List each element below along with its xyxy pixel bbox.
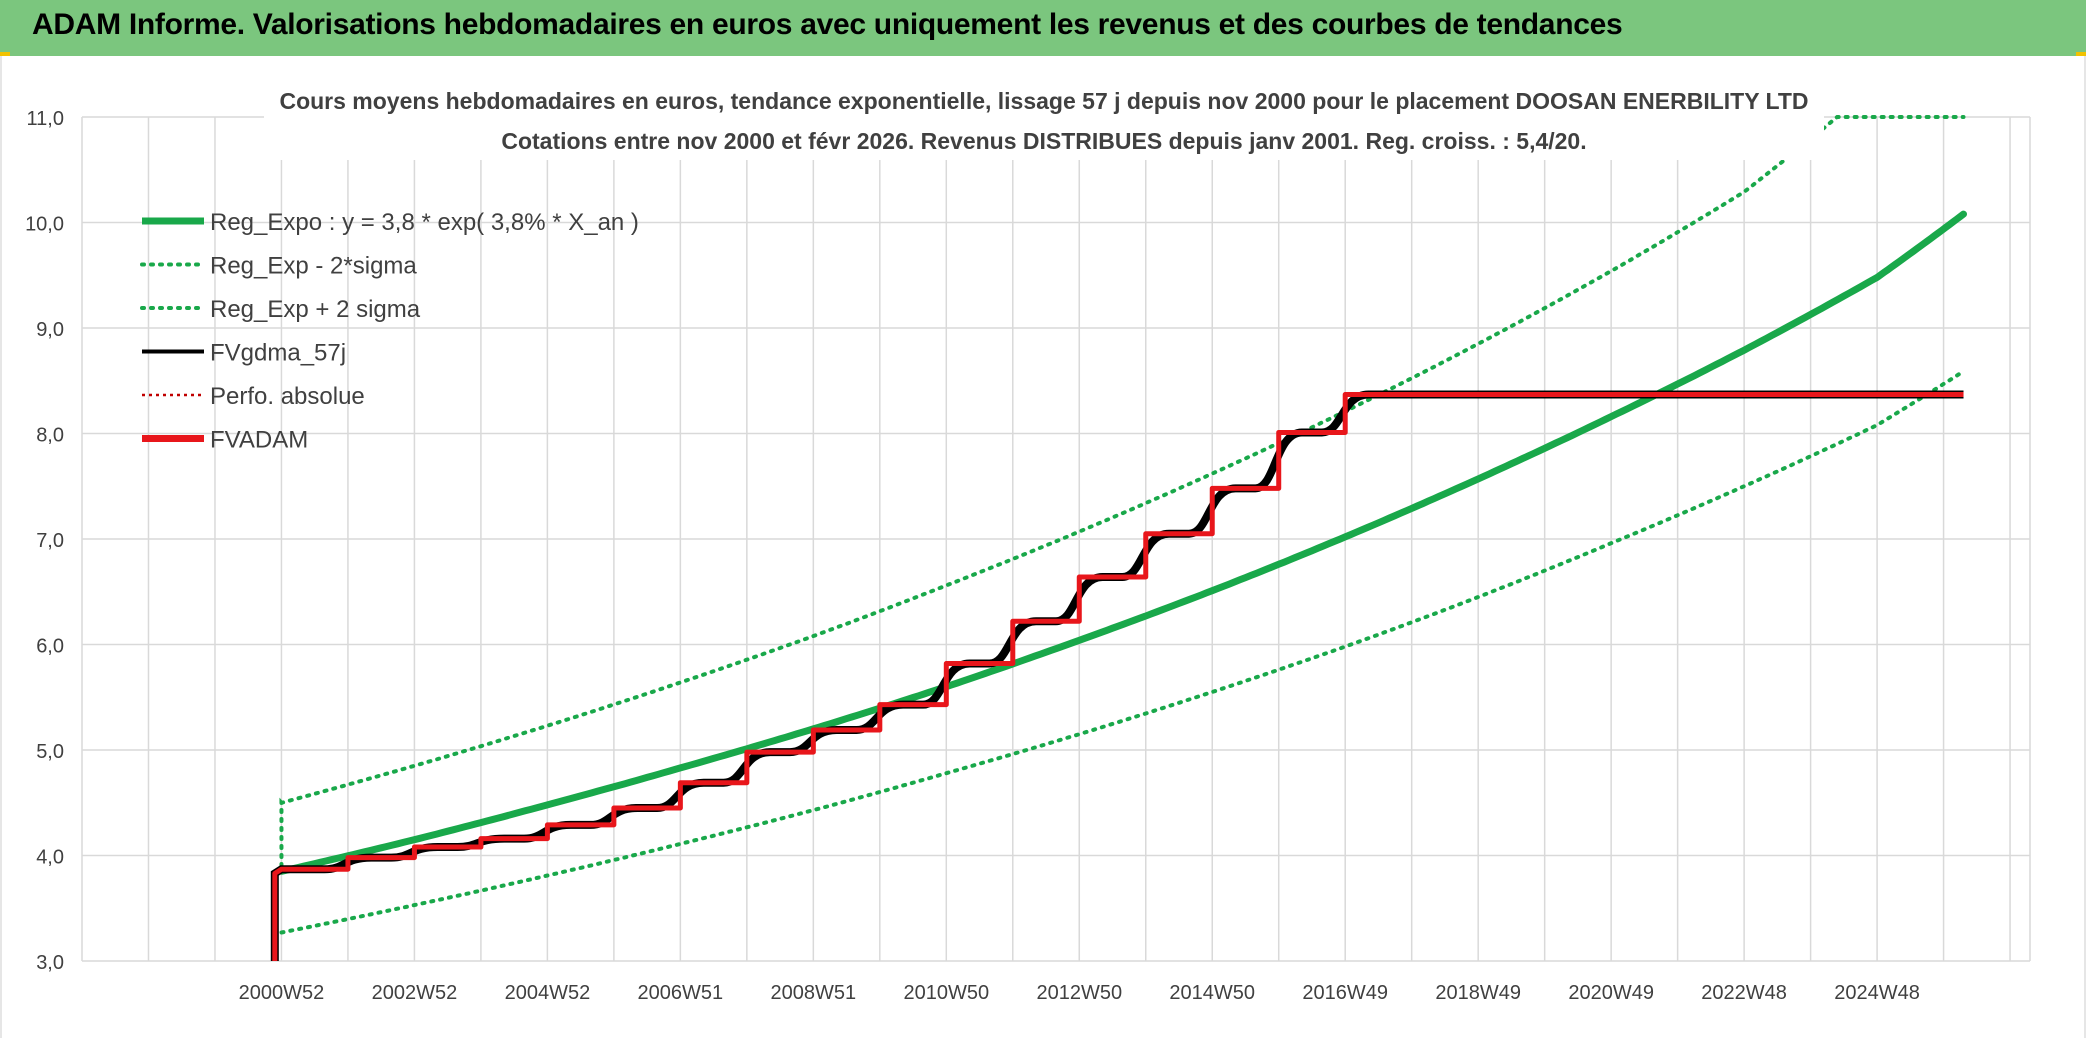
legend-label: Reg_Exp - 2*sigma [210, 253, 417, 280]
x-tick-label: 2008W51 [771, 982, 857, 1004]
chart-title-line2: Cotations entre nov 2000 et févr 2026. R… [501, 128, 1586, 154]
x-tick-label: 2014W50 [1169, 982, 1255, 1004]
title-background [264, 80, 1824, 160]
corner-marker-right [2076, 52, 2086, 58]
chart-area: 3,0 4,0 5,0 6,0 7,0 8,0 9,0 10,0 11,0 2000W52 2002… [0, 56, 2086, 1038]
legend-label: FVADAM [210, 427, 308, 454]
legend-label: Reg_Exp + 2 sigma [210, 296, 421, 323]
y-tick-label: 3,0 [36, 952, 64, 974]
title-banner: ADAM Informe. Valorisations hebdomadaire… [0, 0, 2086, 56]
series-layer [270, 115, 1967, 961]
series-reg-expo [278, 210, 1967, 875]
y-tick-label: 6,0 [36, 636, 64, 658]
legend-label: Reg_Expo : y = 3,8 * exp( 3,8% * X_an ) [210, 209, 639, 236]
chart-svg: 3,0 4,0 5,0 6,0 7,0 8,0 9,0 10,0 11,0 2000W52 2002… [25, 80, 2031, 1004]
axis-layer: 3,0 4,0 5,0 6,0 7,0 8,0 9,0 10,0 11,0 2000W52 2002… [25, 108, 1920, 1004]
x-tick-label: 2010W50 [903, 982, 989, 1004]
legend-label: FVgdma_57j [210, 340, 346, 367]
series-reg-exp-plus-2sigma [279, 115, 1966, 869]
legend-label: Perfo. absolue [210, 383, 365, 410]
y-tick-label: 9,0 [36, 319, 64, 341]
series-reg-exp-minus-2sigma [279, 369, 1966, 935]
x-tick-label: 2006W51 [638, 982, 724, 1004]
page-title: ADAM Informe. Valorisations hebdomadaire… [32, 8, 1623, 41]
x-tick-label: 2000W52 [239, 982, 325, 1004]
x-tick-label: 2016W49 [1302, 982, 1388, 1004]
x-tick-label: 2024W48 [1834, 982, 1920, 1004]
grid-layer [81, 116, 2031, 962]
y-tick-label: 5,0 [36, 741, 64, 763]
x-tick-label: 2022W48 [1701, 982, 1787, 1004]
y-tick-label: 8,0 [36, 425, 64, 447]
y-tick-label: 11,0 [27, 108, 64, 130]
legend: Reg_Expo : y = 3,8 * exp( 3,8% * X_an ) R… [140, 209, 639, 454]
series-fvgdma-57j [270, 390, 1964, 961]
x-tick-label: 2002W52 [372, 982, 458, 1004]
x-tick-label: 2018W49 [1435, 982, 1521, 1004]
x-tick-label: 2012W50 [1036, 982, 1122, 1004]
x-tick-label: 2020W49 [1568, 982, 1654, 1004]
x-tick-label: 2004W52 [505, 982, 591, 1004]
series-fvadam [272, 391, 1964, 961]
y-tick-label: 10,0 [25, 214, 64, 236]
y-tick-label: 4,0 [36, 847, 64, 869]
chart-title-line1: Cours moyens hebdomadaires en euros, ten… [279, 88, 1808, 114]
y-tick-label: 7,0 [36, 530, 64, 552]
corner-marker-left [0, 52, 10, 58]
